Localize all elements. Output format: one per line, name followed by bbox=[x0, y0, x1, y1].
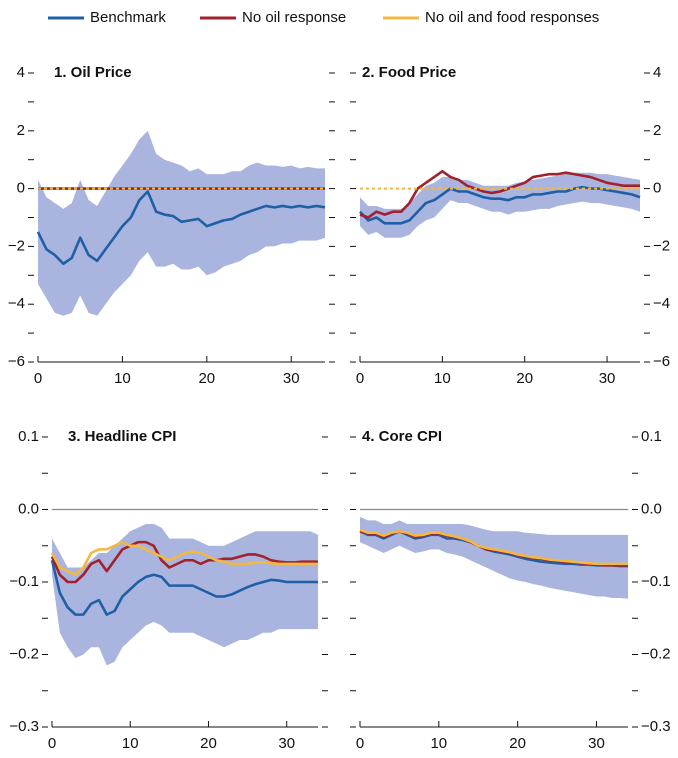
x-tick-label: 0 bbox=[356, 370, 364, 387]
y-tick-label: −2 bbox=[8, 237, 25, 254]
y-tick-label: −0.3 bbox=[9, 718, 39, 735]
x-tick-label: 20 bbox=[198, 370, 215, 387]
y-tick-label: −4 bbox=[653, 295, 670, 312]
y-tick-label: −6 bbox=[8, 353, 25, 370]
series-line bbox=[36, 190, 326, 266]
x-tick-label: 10 bbox=[430, 735, 447, 752]
y-tick-label: 4 bbox=[653, 64, 661, 81]
y-tick-label: 2 bbox=[17, 122, 25, 139]
y-tick-label: −0.3 bbox=[641, 718, 671, 735]
confidence-band bbox=[38, 130, 325, 316]
y-tick-label: −4 bbox=[8, 295, 25, 312]
confidence-band bbox=[360, 516, 628, 599]
y-tick-label: −0.2 bbox=[641, 645, 671, 662]
x-tick-label: 30 bbox=[599, 370, 616, 387]
x-tick-label: 20 bbox=[509, 735, 526, 752]
series-line bbox=[50, 540, 318, 577]
legend-label: No oil and food responses bbox=[425, 9, 599, 26]
x-tick-label: 0 bbox=[356, 735, 364, 752]
y-tick-label: −0.2 bbox=[9, 645, 39, 662]
panel-title: 1. Oil Price bbox=[54, 64, 132, 81]
confidence-band bbox=[360, 172, 640, 238]
x-tick-label: 20 bbox=[516, 370, 533, 387]
x-tick-label: 0 bbox=[34, 370, 42, 387]
x-tick-label: 10 bbox=[122, 735, 139, 752]
y-tick-label: 0.1 bbox=[641, 428, 662, 445]
x-tick-label: 30 bbox=[283, 370, 300, 387]
panel-title: 2. Food Price bbox=[362, 64, 456, 81]
panel-title: 3. Headline CPI bbox=[68, 428, 176, 445]
series-line bbox=[359, 185, 641, 225]
y-tick-label: −6 bbox=[653, 353, 670, 370]
x-tick-label: 30 bbox=[278, 735, 295, 752]
y-tick-label: 2 bbox=[653, 122, 661, 139]
x-tick-label: 30 bbox=[588, 735, 605, 752]
legend-label: No oil response bbox=[242, 9, 346, 26]
y-tick-label: 0.0 bbox=[18, 500, 39, 517]
y-tick-label: 0 bbox=[653, 180, 661, 197]
legend-label: Benchmark bbox=[90, 9, 166, 26]
confidence-band bbox=[52, 524, 318, 666]
series-line bbox=[50, 540, 318, 584]
series-line bbox=[359, 169, 640, 219]
y-tick-label: 0.0 bbox=[641, 500, 662, 517]
y-tick-label: 4 bbox=[17, 64, 25, 81]
y-tick-label: −0.1 bbox=[641, 573, 671, 590]
x-tick-label: 10 bbox=[434, 370, 451, 387]
series-line bbox=[359, 528, 628, 566]
x-tick-label: 0 bbox=[48, 735, 56, 752]
series-line bbox=[50, 559, 318, 616]
y-tick-label: 0 bbox=[17, 180, 25, 197]
y-tick-label: 0.1 bbox=[18, 428, 39, 445]
y-tick-label: −2 bbox=[653, 237, 670, 254]
x-tick-label: 10 bbox=[114, 370, 131, 387]
panel-title: 4. Core CPI bbox=[362, 428, 442, 445]
y-tick-label: −0.1 bbox=[9, 573, 39, 590]
x-tick-label: 20 bbox=[200, 735, 217, 752]
